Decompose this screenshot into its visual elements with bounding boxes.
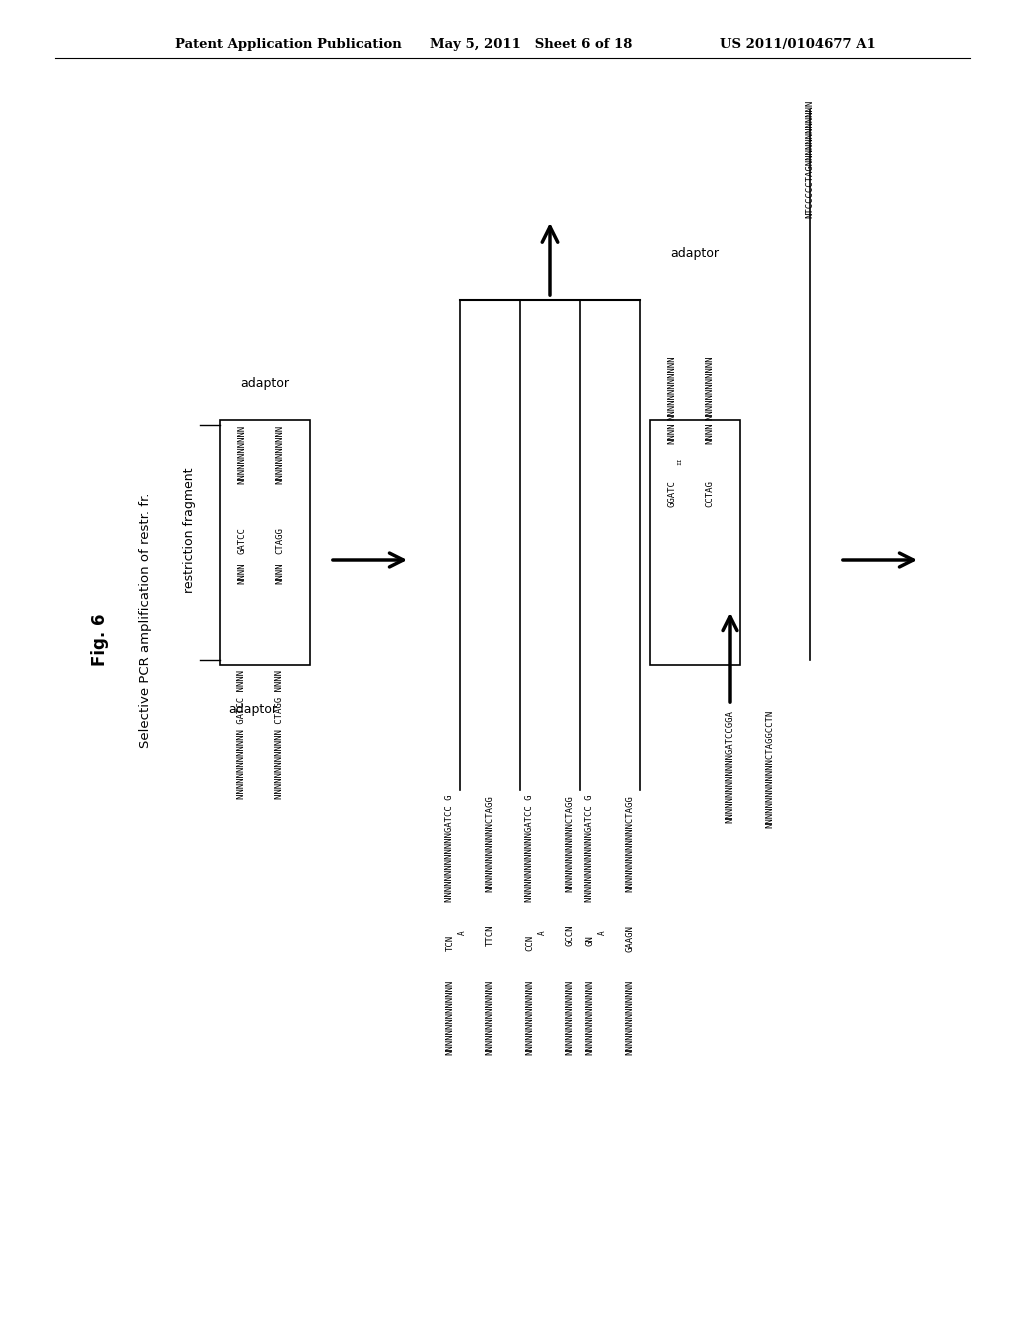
Text: NNNNNNNNNNNNN CTAGG NNNN: NNNNNNNNNNNNN CTAGG NNNN [275, 671, 285, 799]
Text: NNNNNNNNNNNNNN: NNNNNNNNNNNNNN [586, 979, 595, 1055]
Text: GGATC: GGATC [668, 480, 677, 507]
Text: NNNNNNNNNNNNNGATCCGGA: NNNNNNNNNNNNNGATCCGGA [725, 710, 734, 822]
Text: NNNN: NNNN [668, 422, 677, 445]
Text: NNNNNNNNNNNNNGATCC G: NNNNNNNNNNNNNGATCC G [586, 795, 595, 903]
Text: GN: GN [586, 935, 595, 945]
Text: US 2011/0104677 A1: US 2011/0104677 A1 [720, 38, 876, 51]
Text: NNNNNNNNNNNNNCTAGGCCTN: NNNNNNNNNNNNNCTAGGCCTN [766, 710, 774, 828]
Text: CCTAG: CCTAG [706, 480, 715, 507]
Text: adaptor: adaptor [241, 378, 290, 389]
Text: NNNNNNNNNNNNNN: NNNNNNNNNNNNNN [565, 979, 574, 1055]
Text: TTCN: TTCN [485, 925, 495, 946]
Text: restriction fragment: restriction fragment [183, 467, 197, 593]
Text: CTAGG: CTAGG [275, 527, 285, 554]
Text: NNNNNNNNNNN: NNNNNNNNNNN [238, 425, 247, 484]
Text: NNNNNNNNNNNNNN: NNNNNNNNNNNNNN [626, 979, 635, 1055]
Text: NNNNNNNNNNN: NNNNNNNNNNN [275, 425, 285, 484]
Bar [650, 420, 740, 665]
Text: GATCC: GATCC [238, 527, 247, 554]
Text: NNNNNNNNNNNNNN: NNNNNNNNNNNNNN [445, 979, 455, 1055]
Text: NNNNNNNNNNNNNCTAGG: NNNNNNNNNNNNNCTAGG [485, 795, 495, 892]
Text: TCN: TCN [445, 935, 455, 952]
Text: GCCN: GCCN [565, 925, 574, 946]
Text: GAAGN: GAAGN [626, 925, 635, 952]
Text: A: A [597, 931, 606, 935]
Text: NNNNNNNNNNNNNN: NNNNNNNNNNNNNN [485, 979, 495, 1055]
Text: NNNNNNNNNNNNNCTAGG: NNNNNNNNNNNNNCTAGG [626, 795, 635, 892]
Text: NNNNNNNNNNNNNCTAGG: NNNNNNNNNNNNNCTAGG [565, 795, 574, 892]
Text: NNNNNNNNNNNNNN: NNNNNNNNNNNNNN [525, 979, 535, 1055]
Text: NTCCCCCTAGNNNNNNNNNNNN: NTCCCCCTAGNNNNNNNNNNNN [806, 100, 814, 218]
Text: NNNNNNNNNNNN: NNNNNNNNNNNN [668, 355, 677, 420]
Bar [220, 420, 310, 665]
Text: NNNNNNNNNNNNNGATCC G: NNNNNNNNNNNNNGATCC G [525, 795, 535, 903]
Text: May 5, 2011   Sheet 6 of 18: May 5, 2011 Sheet 6 of 18 [430, 38, 633, 51]
Text: Patent Application Publication: Patent Application Publication [175, 38, 401, 51]
Text: A: A [538, 931, 547, 935]
Text: NNNN: NNNN [238, 564, 247, 585]
Text: adaptor: adaptor [671, 247, 720, 260]
Text: Fig. 6: Fig. 6 [91, 614, 109, 667]
Text: adaptor: adaptor [228, 704, 278, 715]
Text: II: II [678, 458, 683, 465]
Text: NNNNNNNNNNNN: NNNNNNNNNNNN [706, 355, 715, 420]
Text: NNNNNNNNNNNNN GATCC NNNN: NNNNNNNNNNNNN GATCC NNNN [238, 671, 247, 799]
Text: A: A [458, 931, 467, 935]
Text: Selective PCR amplification of restr. fr.: Selective PCR amplification of restr. fr… [138, 492, 152, 747]
Text: NNNN: NNNN [275, 564, 285, 585]
Text: CCN: CCN [525, 935, 535, 952]
Text: NNNNNNNNNNNNNGATCC G: NNNNNNNNNNNNNGATCC G [445, 795, 455, 903]
Text: NNNN: NNNN [706, 422, 715, 445]
